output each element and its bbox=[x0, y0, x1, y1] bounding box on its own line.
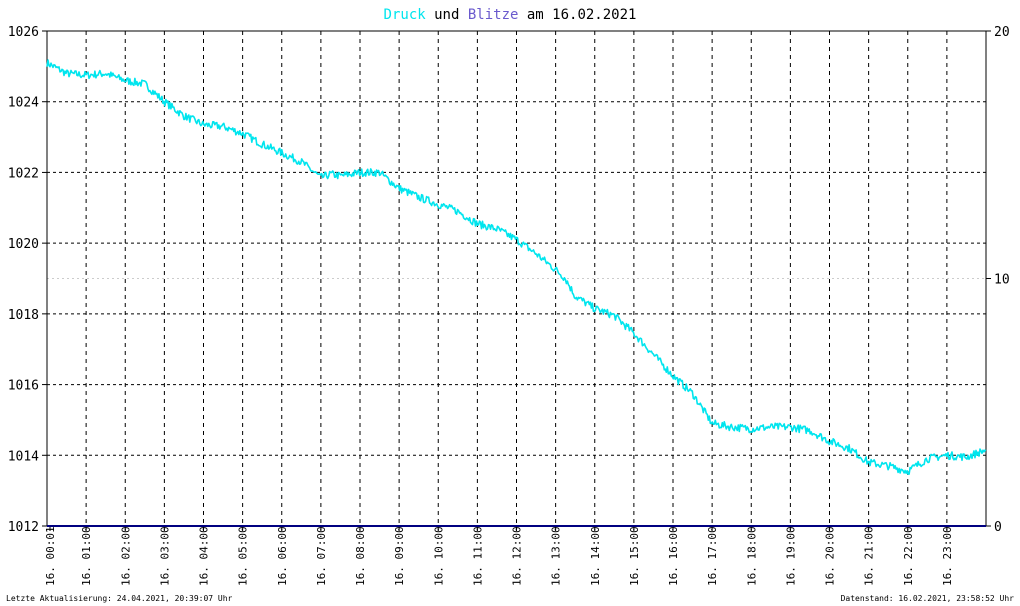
x-tick-label: 16. 13:00 bbox=[550, 526, 563, 586]
y-right-tick-label: 20 bbox=[994, 25, 1010, 40]
x-tick-label: 16. 17:00 bbox=[706, 526, 719, 586]
y-left-tick-label: 1018 bbox=[8, 308, 39, 323]
x-tick-label: 16. 21:00 bbox=[863, 526, 876, 586]
y-right-tick-label: 0 bbox=[994, 520, 1002, 535]
x-tick-label: 16. 14:00 bbox=[589, 526, 602, 586]
label-layer: 101210141016101810201022102410260102016.… bbox=[8, 25, 1010, 586]
title-blitze: Blitze bbox=[468, 7, 519, 23]
x-tick-label: 16. 01:00 bbox=[80, 526, 93, 586]
y-left-tick-label: 1012 bbox=[8, 520, 39, 535]
x-tick-label: 16. 02:00 bbox=[119, 526, 132, 586]
x-tick-label: 16. 06:00 bbox=[276, 526, 289, 586]
title-druck: Druck bbox=[384, 7, 427, 23]
footer-last-update: Letzte Aktualisierung: 24.04.2021, 20:39… bbox=[6, 594, 233, 603]
y-left-tick-label: 1026 bbox=[8, 25, 39, 40]
grid-layer bbox=[47, 31, 986, 526]
x-tick-label: 16. 16:00 bbox=[667, 526, 680, 586]
title-und: und bbox=[426, 7, 468, 23]
series-druck-line bbox=[46, 59, 987, 475]
x-tick-label: 16. 22:00 bbox=[902, 526, 915, 586]
x-tick-label: 16. 20:00 bbox=[824, 526, 837, 586]
footer-data-status: Datenstand: 16.02.2021, 23:58:52 Uhr bbox=[841, 594, 1015, 603]
x-tick-label: 16. 11:00 bbox=[471, 526, 484, 586]
x-tick-label: 16. 00:01 bbox=[44, 526, 57, 586]
series-layer bbox=[46, 59, 987, 527]
y-right-tick-label: 10 bbox=[994, 273, 1010, 288]
y-left-tick-label: 1014 bbox=[8, 449, 39, 464]
x-tick-label: 16. 18:00 bbox=[745, 526, 758, 586]
x-tick-label: 16. 10:00 bbox=[432, 526, 445, 586]
x-tick-label: 16. 23:00 bbox=[941, 526, 954, 586]
y-left-tick-label: 1020 bbox=[8, 237, 39, 252]
x-tick-label: 16. 03:00 bbox=[158, 526, 171, 586]
y-left-tick-label: 1024 bbox=[8, 96, 39, 111]
x-tick-label: 16. 08:00 bbox=[354, 526, 367, 586]
x-tick-label: 16. 12:00 bbox=[511, 526, 524, 586]
x-tick-label: 16. 19:00 bbox=[784, 526, 797, 586]
x-tick-label: 16. 04:00 bbox=[198, 526, 211, 586]
x-tick-label: 16. 07:00 bbox=[315, 526, 328, 586]
x-tick-label: 16. 09:00 bbox=[393, 526, 406, 586]
chart-title: Druck und Blitze am 16.02.2021 bbox=[384, 7, 637, 23]
x-tick-label: 16. 05:00 bbox=[237, 526, 250, 586]
title-date: am 16.02.2021 bbox=[518, 7, 636, 23]
x-tick-label: 16. 15:00 bbox=[628, 526, 641, 586]
y-left-tick-label: 1022 bbox=[8, 166, 39, 181]
y-left-tick-label: 1016 bbox=[8, 379, 39, 394]
